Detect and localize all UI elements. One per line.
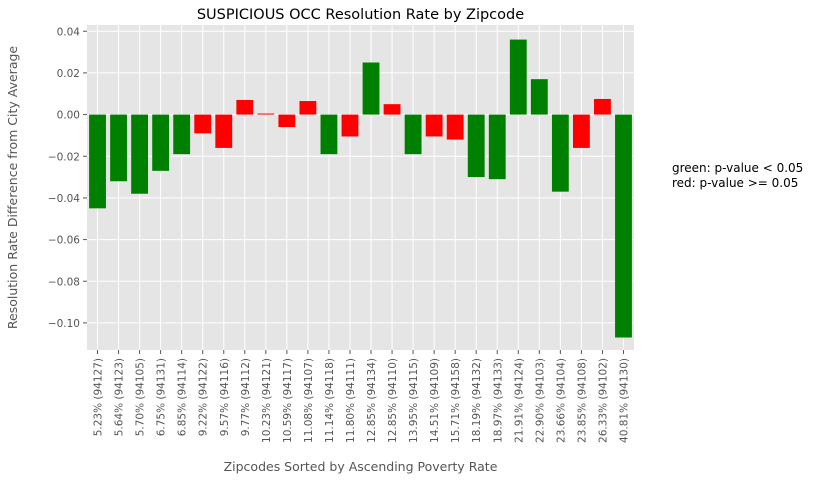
x-tick-label: 12.85% (94134) bbox=[366, 358, 378, 443]
x-tick-label: 18.19% (94132) bbox=[471, 358, 483, 443]
x-tick-label: 22.90% (94103) bbox=[534, 358, 546, 443]
x-tick-label: 23.66% (94104) bbox=[555, 358, 567, 443]
bar bbox=[615, 114, 632, 338]
bar bbox=[551, 114, 569, 192]
bar bbox=[152, 114, 170, 171]
bar bbox=[110, 114, 127, 182]
x-tick-label: 5.64% (94123) bbox=[114, 358, 126, 436]
bar bbox=[383, 104, 401, 115]
x-tick-label: 18.97% (94133) bbox=[492, 358, 504, 443]
bar bbox=[488, 114, 506, 180]
x-tick-label: 26.33% (94102) bbox=[597, 358, 609, 443]
bar bbox=[89, 114, 106, 209]
bar bbox=[131, 114, 149, 194]
x-tick-label: 14.51% (94109) bbox=[429, 358, 441, 443]
x-axis: 5.23% (94127) 5.64% (94123) 5.70% (94105) 6… bbox=[93, 350, 630, 443]
bar bbox=[572, 114, 590, 148]
bars bbox=[89, 39, 632, 338]
x-tick-label: 11.80% (94111) bbox=[345, 358, 357, 443]
y-tick-label: −0.04 bbox=[48, 193, 80, 205]
y-axis: 0.04 0.02 0.00 −0.02 −0.04 −0.06 −0.08 −0.10 bbox=[48, 26, 87, 330]
x-tick-label: 11.08% (94107) bbox=[303, 358, 315, 443]
bar bbox=[257, 113, 275, 115]
x-tick-label: 40.81% (94130) bbox=[618, 358, 630, 443]
bar bbox=[509, 39, 527, 115]
x-tick-label: 9.77% (94112) bbox=[240, 358, 252, 436]
bar bbox=[215, 114, 233, 148]
bar bbox=[236, 100, 254, 115]
significance-note: green: p-value < 0.05 red: p-value >= 0.… bbox=[672, 161, 803, 191]
x-tick-label: 5.70% (94105) bbox=[135, 358, 147, 436]
x-tick-label: 10.23% (94121) bbox=[261, 358, 273, 443]
x-tick-label: 10.59% (94117) bbox=[282, 358, 294, 443]
x-tick-label: 12.85% (94110) bbox=[387, 358, 399, 443]
bar bbox=[299, 101, 317, 115]
bar bbox=[594, 98, 611, 115]
bar bbox=[278, 114, 296, 128]
x-tick-label: 15.71% (94158) bbox=[450, 358, 462, 443]
x-axis-label: Zipcodes Sorted by Ascending Poverty Rat… bbox=[224, 459, 498, 474]
significance-note-red: red: p-value >= 0.05 bbox=[672, 176, 799, 190]
bar bbox=[530, 79, 548, 115]
x-tick-label: 13.95% (94115) bbox=[408, 358, 420, 443]
bar bbox=[320, 114, 338, 155]
bar bbox=[425, 114, 443, 137]
significance-note-green: green: p-value < 0.05 bbox=[672, 161, 804, 175]
x-tick-label: 21.91% (94124) bbox=[513, 358, 525, 443]
x-tick-label: 23.85% (94108) bbox=[576, 358, 588, 443]
chart-title: SUSPICIOUS OCC Resolution Rate by Zipcod… bbox=[197, 7, 524, 23]
y-tick-label: 0.04 bbox=[57, 26, 81, 38]
x-tick-label: 6.85% (94114) bbox=[177, 358, 189, 436]
x-tick-label: 9.22% (94122) bbox=[198, 358, 210, 436]
x-tick-label: 11.14% (94118) bbox=[324, 358, 336, 443]
y-tick-label: −0.06 bbox=[48, 235, 80, 247]
y-tick-label: 0.02 bbox=[57, 68, 80, 80]
x-tick-label: 9.57% (94116) bbox=[219, 358, 231, 436]
x-tick-label: 5.23% (94127) bbox=[93, 358, 105, 436]
bar bbox=[194, 114, 212, 134]
y-tick-label: −0.02 bbox=[48, 151, 80, 163]
bar bbox=[362, 62, 380, 115]
bar bbox=[341, 114, 359, 137]
bar bbox=[404, 114, 422, 155]
bar bbox=[173, 114, 191, 155]
y-tick-label: −0.10 bbox=[48, 318, 80, 330]
y-tick-label: −0.08 bbox=[48, 276, 80, 288]
bar bbox=[446, 114, 464, 140]
bar bbox=[467, 114, 485, 178]
x-tick-label: 6.75% (94131) bbox=[156, 358, 168, 436]
y-tick-label: 0.00 bbox=[57, 110, 80, 122]
y-axis-label: Resolution Rate Difference from City Ave… bbox=[5, 46, 20, 330]
